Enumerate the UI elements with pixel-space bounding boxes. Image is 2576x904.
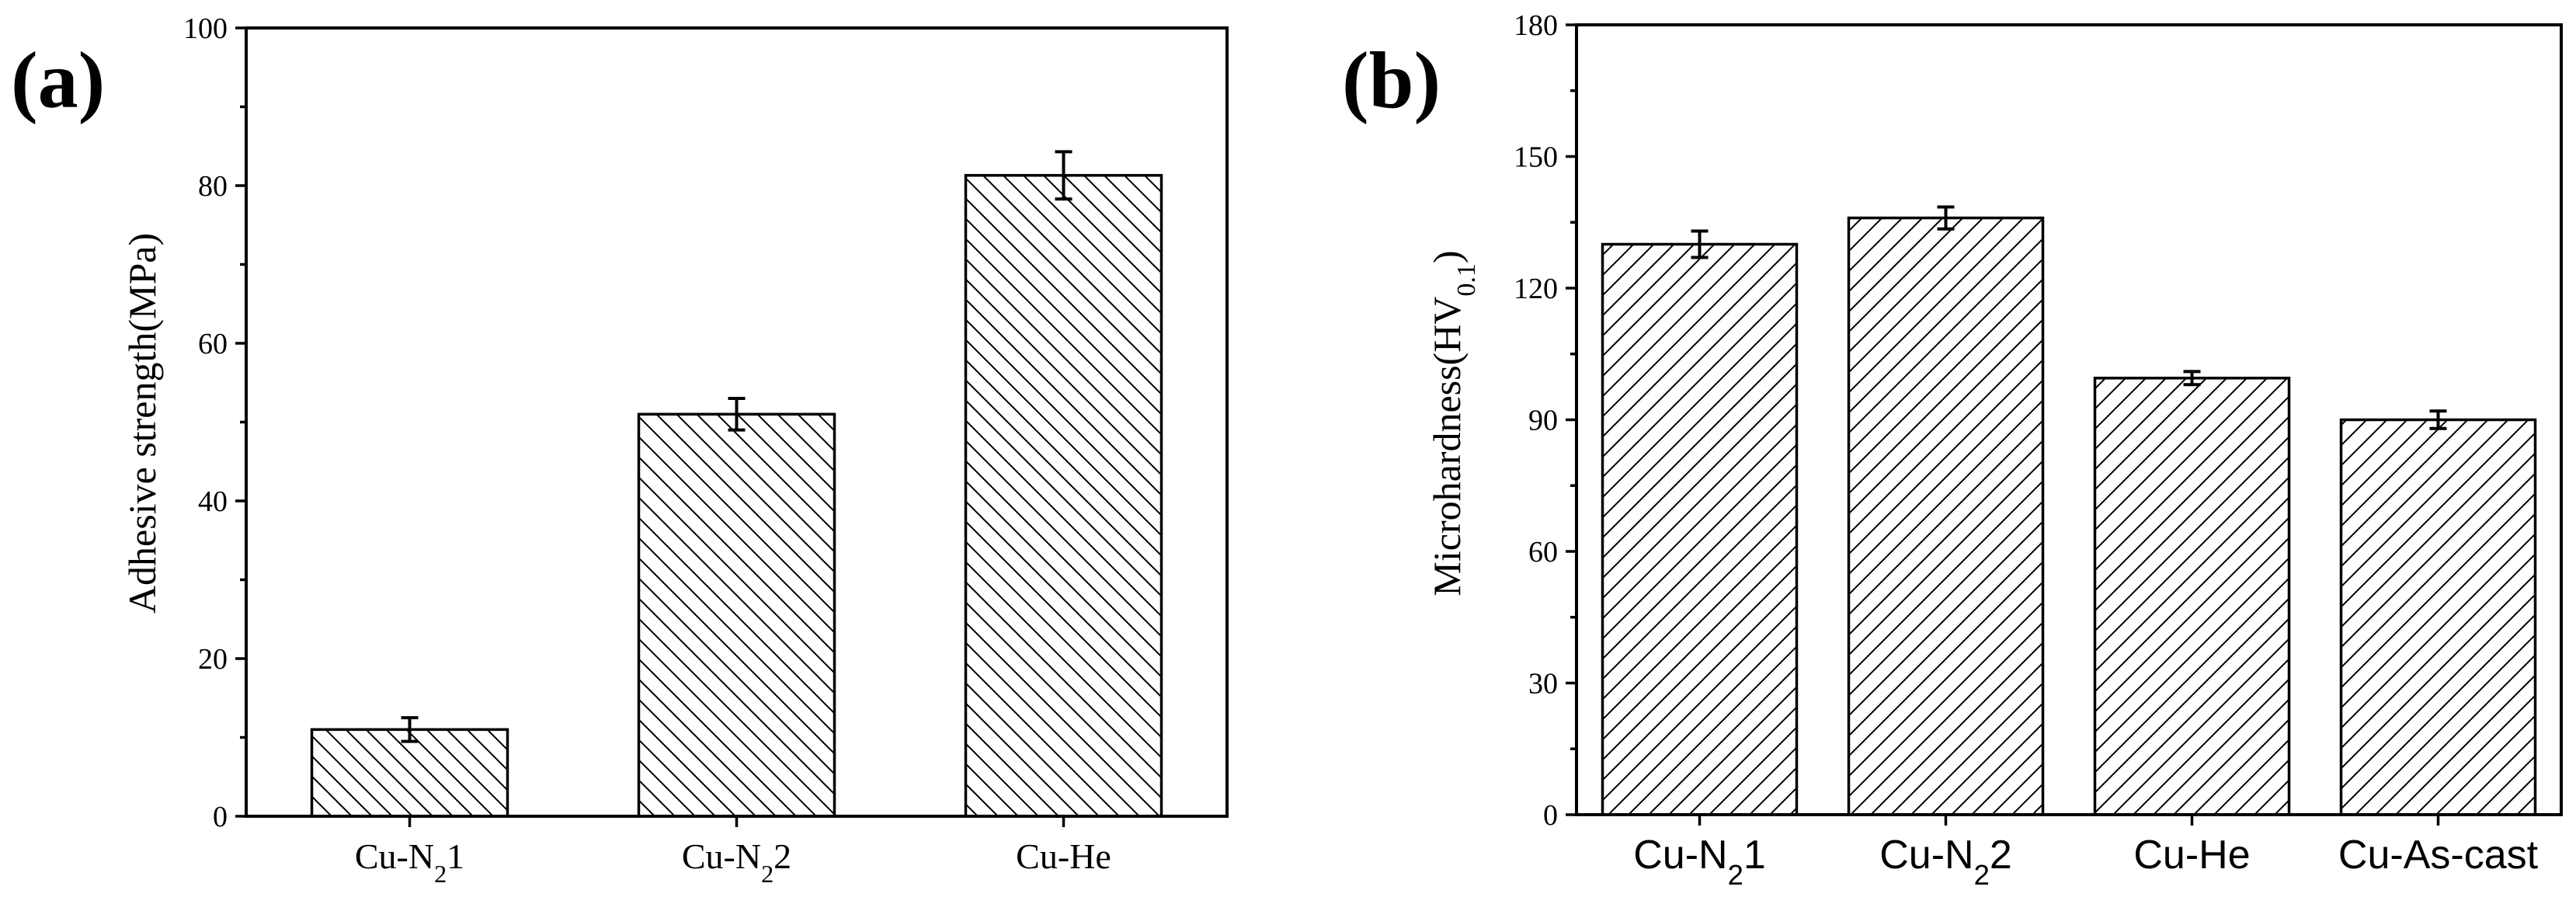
plot-frame-b xyxy=(1575,23,2563,816)
x-label-sub: 2 xyxy=(761,860,773,888)
y-tick-label-b-6: 180 xyxy=(1514,9,1558,42)
x-tick-label-b-3: Cu-As-cast xyxy=(2338,833,2539,878)
x-ticks-a: Cu-N21 Cu-N22 Cu-He xyxy=(355,816,1111,888)
error-bars-a xyxy=(401,150,1072,743)
panel-label-a: (a) xyxy=(11,36,105,125)
x-label-main: Cu-N xyxy=(355,836,434,876)
panel-label-b: (b) xyxy=(1342,36,1441,125)
error-bars-b xyxy=(1691,205,2447,430)
panel-b: (b) Microhardness(HV0.1) 0 30 60 90 120 150 18… xyxy=(1342,9,2563,891)
x-label-main: Cu-He xyxy=(2133,833,2250,878)
y-tick-label-b-5: 150 xyxy=(1514,141,1558,174)
y-axis-title-b-tail: ) xyxy=(1425,250,1469,263)
x-label-main: Cu-N xyxy=(1879,833,1973,878)
plot-frame-a xyxy=(245,26,1229,818)
x-tick-label-a-2: Cu-He xyxy=(1016,836,1111,876)
y-axis-title-a: Adhesive strength(MPa) xyxy=(120,233,164,614)
y-tick-label-b-1: 30 xyxy=(1528,668,1558,701)
x-label-sub: 2 xyxy=(434,860,447,888)
y-axis-title-b-main: Microhardness(HV xyxy=(1425,297,1469,596)
bar-b-3 xyxy=(2339,418,2537,816)
bar-b-2 xyxy=(2093,377,2291,816)
y-ticks-b: 0 30 60 90 120 150 180 xyxy=(1514,9,1577,832)
x-label-tail: 2 xyxy=(773,836,791,876)
x-label-tail: 1 xyxy=(447,836,464,876)
y-tick-label-b-4: 120 xyxy=(1514,273,1558,305)
y-tick-label-a-1: 20 xyxy=(198,643,228,676)
x-tick-label-b-2: Cu-He xyxy=(2133,833,2250,878)
bar-a-2 xyxy=(964,174,1163,818)
bars-b xyxy=(1601,216,2537,816)
bar-b-0 xyxy=(1601,242,1799,816)
y-tick-label-b-3: 90 xyxy=(1528,405,1558,437)
y-tick-label-a-5: 100 xyxy=(183,12,228,45)
x-label-tail: 2 xyxy=(1990,833,2012,878)
x-tick-label-a-0: Cu-N21 xyxy=(355,836,464,888)
x-tick-label-b-0: Cu-N21 xyxy=(1633,833,1766,891)
x-label-sub: 2 xyxy=(1974,859,1990,891)
x-tick-label-a-1: Cu-N22 xyxy=(682,836,791,888)
y-tick-label-a-3: 60 xyxy=(198,328,228,360)
x-label-sub: 2 xyxy=(1728,859,1743,891)
panel-a: (a) Adhesive strength(MPa) 020406080100 … xyxy=(11,12,1229,888)
x-label-main: Cu-N xyxy=(1633,833,1727,878)
bar-b-1 xyxy=(1847,216,2045,816)
x-label-main: Cu-As-cast xyxy=(2338,833,2539,878)
x-label-main: Cu-N xyxy=(682,836,761,876)
y-tick-label-a-4: 80 xyxy=(198,170,228,203)
y-tick-label-b-2: 60 xyxy=(1528,536,1558,568)
x-tick-label-b-1: Cu-N22 xyxy=(1879,833,2012,891)
bar-a-0 xyxy=(310,728,509,818)
y-tick-label-b-0: 0 xyxy=(1543,799,1558,832)
y-tick-label-a-2: 40 xyxy=(198,485,228,518)
x-ticks-b: Cu-N21 Cu-N22 Cu-He Cu-As-cast xyxy=(1633,815,2539,891)
y-axis-title-b-sub: 0.1 xyxy=(1452,263,1481,297)
bars-a xyxy=(310,174,1163,818)
y-ticks-a: 0 20 40 60 80 100 xyxy=(183,12,246,833)
x-label-tail: 1 xyxy=(1743,833,1766,878)
y-axis-title-b: Microhardness(HV0.1) xyxy=(1425,250,1481,596)
bar-a-1 xyxy=(637,412,836,818)
x-label-main: Cu-He xyxy=(1016,836,1111,876)
y-tick-label-a-0: 0 xyxy=(213,801,228,833)
